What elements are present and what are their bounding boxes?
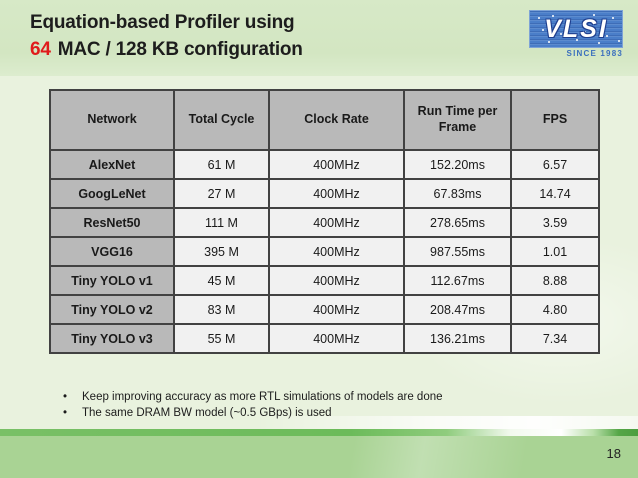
vlsi-logo-tagline: SINCE 1983 [566,49,623,58]
cell-total-cycle: 61 M [173,149,270,180]
cell-fps: 1.01 [510,236,600,267]
page-number: 18 [606,446,621,461]
cell-total-cycle: 395 M [173,236,270,267]
cell-total-cycle: 111 M [173,207,270,238]
cell-clock-rate: 400MHz [268,207,405,238]
vlsi-logo-text: VLSI [544,14,608,43]
cell-clock-rate: 400MHz [268,178,405,209]
cell-network: AlexNet [49,149,175,180]
cell-network: Tiny YOLO v2 [49,294,175,325]
vlsi-logo: VLSI SINCE 1983 [529,10,623,58]
table-row: AlexNet 61 M 400MHz 152.20ms 6.57 [49,149,600,180]
title-line-2: 64 MAC / 128 KB configuration [30,36,303,63]
cell-total-cycle: 45 M [173,265,270,296]
cell-run-time: 278.65ms [403,207,512,238]
cell-network: Tiny YOLO v3 [49,323,175,354]
cell-total-cycle: 55 M [173,323,270,354]
cell-run-time: 112.67ms [403,265,512,296]
table-row: ResNet50 111 M 400MHz 278.65ms 3.59 [49,207,600,238]
cell-run-time: 987.55ms [403,236,512,267]
col-header-run-time: Run Time per Frame [403,89,512,151]
cell-total-cycle: 83 M [173,294,270,325]
note-text: Keep improving accuracy as more RTL simu… [82,391,443,403]
col-header-fps: FPS [510,89,600,151]
table-row: Tiny YOLO v3 55 M 400MHz 136.21ms 7.34 [49,323,600,354]
footer-swoosh-highlight [0,416,638,429]
cell-network: Tiny YOLO v1 [49,265,175,296]
table-row: VGG16 395 M 400MHz 987.55ms 1.01 [49,236,600,267]
table-row: Tiny YOLO v2 83 M 400MHz 208.47ms 4.80 [49,294,600,325]
cell-clock-rate: 400MHz [268,265,405,296]
title-accent-number: 64 [30,39,51,60]
cell-fps: 8.88 [510,265,600,296]
note-item: • Keep improving accuracy as more RTL si… [60,389,560,405]
cell-clock-rate: 400MHz [268,294,405,325]
title-line-2-rest: MAC / 128 KB configuration [57,39,303,60]
vlsi-logo-box: VLSI [529,10,623,48]
bullet-icon: • [63,407,68,419]
bullet-icon: • [63,391,68,403]
footer-band [0,436,638,478]
cell-fps: 4.80 [510,294,600,325]
slide-title: Equation-based Profiler using 64 MAC / 12… [30,9,303,63]
cell-network: VGG16 [49,236,175,267]
cell-clock-rate: 400MHz [268,236,405,267]
col-header-clock-rate: Clock Rate [268,89,405,151]
cell-run-time: 208.47ms [403,294,512,325]
table-row: GoogLeNet 27 M 400MHz 67.83ms 14.74 [49,178,600,209]
title-line-1: Equation-based Profiler using [30,12,295,33]
col-header-total-cycle: Total Cycle [173,89,270,151]
results-table: Network Total Cycle Clock Rate Run Time … [49,89,600,354]
cell-total-cycle: 27 M [173,178,270,209]
cell-fps: 3.59 [510,207,600,238]
cell-run-time: 67.83ms [403,178,512,209]
cell-run-time: 152.20ms [403,149,512,180]
cell-fps: 14.74 [510,178,600,209]
cell-network: ResNet50 [49,207,175,238]
cell-fps: 6.57 [510,149,600,180]
footer-stripe [0,429,638,436]
cell-clock-rate: 400MHz [268,149,405,180]
table-header-row: Network Total Cycle Clock Rate Run Time … [49,89,600,151]
col-header-network: Network [49,89,175,151]
cell-network: GoogLeNet [49,178,175,209]
cell-run-time: 136.21ms [403,323,512,354]
table-row: Tiny YOLO v1 45 M 400MHz 112.67ms 8.88 [49,265,600,296]
cell-clock-rate: 400MHz [268,323,405,354]
cell-fps: 7.34 [510,323,600,354]
